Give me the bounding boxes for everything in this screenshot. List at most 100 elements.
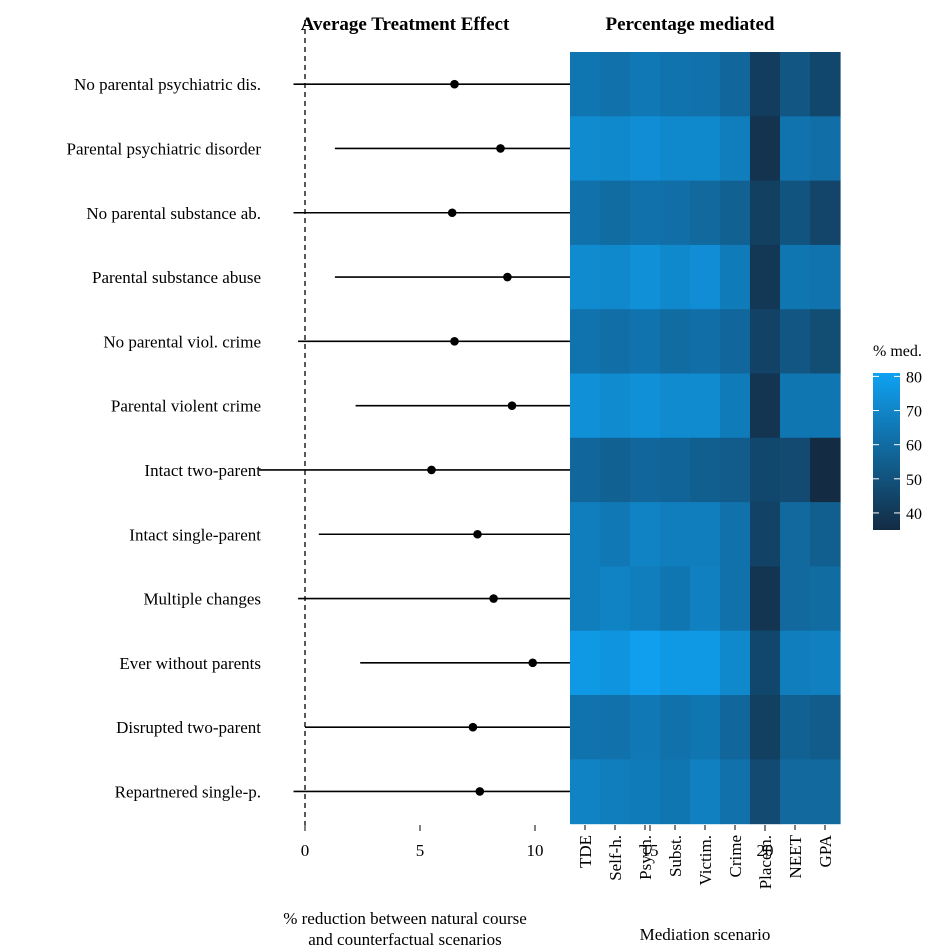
heatmap-cell (690, 52, 721, 117)
heatmap-cell (660, 566, 691, 632)
heatmap-cell (750, 695, 781, 760)
heatmap-cell (810, 52, 841, 117)
heatmap-x-tick-label: Psych. (636, 835, 655, 880)
heatmap-cell (600, 373, 631, 439)
heatmap-cell (630, 116, 661, 182)
heatmap-cell (570, 309, 601, 375)
heatmap-cell (780, 502, 811, 567)
row-label: Parental substance abuse (92, 268, 261, 287)
colorbar-ticks: 40 50 60 70 80 (873, 369, 922, 523)
row-label: Intact single-parent (129, 525, 261, 544)
heatmap-cell (600, 244, 631, 310)
colorbar-tick-label: 40 (906, 506, 922, 523)
heatmap-cell (780, 52, 811, 117)
heatmap-cell (750, 116, 781, 182)
heatmap-cell (630, 502, 661, 567)
heatmap-cell (600, 52, 631, 117)
heatmap-cell (810, 630, 841, 696)
heatmap-x-tick-label: GPA (816, 834, 835, 867)
heatmap-cell (630, 759, 661, 825)
heatmap-cell (720, 116, 751, 182)
heatmap-cell (690, 502, 721, 567)
point-estimate (507, 401, 517, 410)
heatmap-cell (660, 630, 691, 696)
heatmap-cell (660, 373, 691, 439)
heatmap-cell (570, 244, 601, 310)
heatmap-cell (690, 566, 721, 632)
heatmap-cell (720, 309, 751, 375)
heatmap-cell (630, 309, 661, 375)
heatmap-cell (570, 695, 601, 760)
heatmap-cell (780, 116, 811, 182)
point-estimate (496, 144, 505, 153)
heatmap-cell (690, 309, 721, 375)
heatmap-x-axis-label: Mediation scenario (640, 925, 771, 944)
heatmap-cell (630, 373, 661, 439)
heatmap-cell (720, 52, 751, 117)
heatmap-cell (780, 759, 811, 825)
heatmap-cell (750, 437, 781, 503)
row-label: Ever without parents (119, 654, 261, 673)
heatmap-cell (720, 373, 751, 439)
heatmap-cell (690, 695, 721, 760)
heatmap-cell (630, 437, 661, 503)
heatmap-x-tick-label: NEET (786, 834, 805, 878)
point-estimate (475, 787, 485, 796)
heatmap-cell (570, 566, 601, 632)
forest-x-axis-label-line1: % reduction between natural course (283, 909, 527, 928)
heatmap-cell (720, 566, 751, 632)
heatmap-cell (660, 759, 691, 825)
heatmap-cell (600, 437, 631, 503)
point-estimate (447, 208, 457, 218)
heatmap-x-tick-label: Placem. (756, 835, 775, 889)
heatmap-cell (630, 695, 661, 760)
heatmap-cell (630, 244, 661, 310)
point-estimate (473, 529, 482, 539)
heatmap-cell (660, 244, 691, 310)
colorbar-title: % med. (873, 343, 922, 360)
point-estimate (503, 272, 512, 282)
heatmap-cell (750, 373, 781, 439)
heatmap-cell (630, 630, 661, 696)
heatmap-cell (570, 502, 601, 567)
row-label: Parental psychiatric disorder (67, 139, 262, 158)
heatmap-cell (810, 244, 841, 310)
heatmap-cell (780, 373, 811, 439)
heatmap-cell (780, 437, 811, 503)
colorbar-tick-label: 50 (906, 472, 922, 489)
row-label: Multiple changes (143, 590, 261, 609)
heatmap-cell (630, 52, 661, 117)
point-estimate (427, 465, 436, 475)
colorbar-tick-label: 60 (906, 438, 922, 455)
heatmap-cell (660, 695, 691, 760)
forest-x-axis: 0 5 10 15 20 (301, 825, 774, 860)
heatmap-cell (750, 566, 781, 632)
heatmap-x-tick-label: Crime (726, 835, 745, 878)
heatmap-cell (810, 309, 841, 375)
heatmap-cell (570, 437, 601, 503)
x-tick-label: 20 (757, 841, 774, 860)
heatmap-x-tick-label: Self-h. (606, 835, 625, 881)
heatmap-cell (810, 566, 841, 632)
heatmap-cell (630, 180, 661, 246)
heatmap-x-tick-label: Victim. (696, 835, 715, 885)
heatmap-cell (780, 566, 811, 632)
colorbar-tick-label: 80 (906, 369, 922, 386)
point-estimate (450, 337, 459, 346)
row-label: Parental violent crime (111, 397, 261, 416)
forest-x-axis-label-line2: and counterfactual scenarios (308, 930, 502, 949)
heatmap-cell (570, 373, 601, 439)
heatmap-cell (750, 244, 781, 310)
x-tick-label: 10 (527, 841, 544, 860)
heatmap-x-axis: TDE Self-h. Psych. Subst. Victim. Crime Placem… (576, 825, 835, 889)
heatmap-cell (810, 116, 841, 182)
heatmap-cell (690, 180, 721, 246)
heatmap-cell (600, 566, 631, 632)
colorbar-legend: % med. 40 50 60 70 80 (873, 343, 922, 530)
heatmap-cell (690, 437, 721, 503)
row-label: Disrupted two-parent (116, 718, 261, 737)
heatmap-cell (570, 759, 601, 825)
heatmap-cells (570, 52, 841, 825)
row-label: No parental substance ab. (86, 204, 261, 223)
